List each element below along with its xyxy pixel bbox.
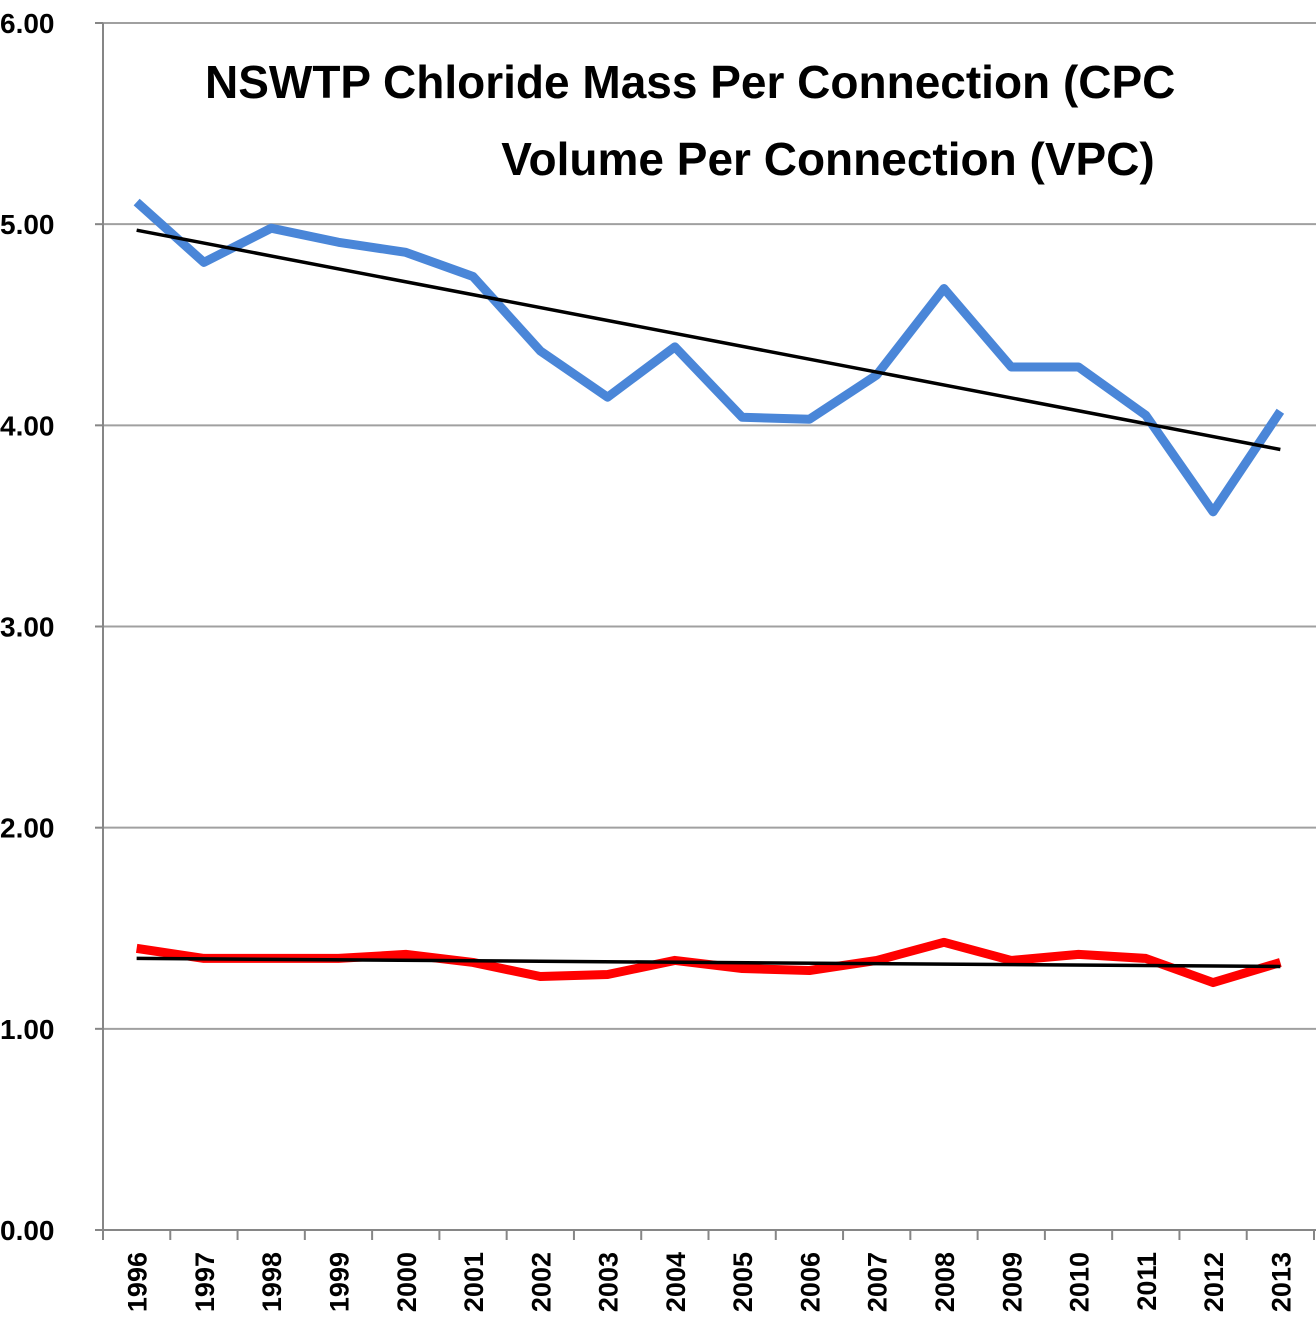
y-tick-label: 4.00 bbox=[0, 410, 55, 441]
y-tick-label: 5.00 bbox=[0, 209, 55, 240]
trend-line bbox=[136, 228, 1281, 452]
x-tick-label: 2007 bbox=[863, 1252, 893, 1312]
chart-title: NSWTP Chloride Mass Per Connection (CPC bbox=[205, 56, 1175, 108]
chart-title: Volume Per Connection (VPC) bbox=[501, 133, 1154, 185]
x-tick-label: 2008 bbox=[930, 1252, 960, 1312]
x-tick-label: 2002 bbox=[526, 1252, 556, 1312]
x-tick-label: 2001 bbox=[459, 1252, 489, 1312]
x-tick-label: 2006 bbox=[795, 1252, 825, 1312]
x-tick-label: 1996 bbox=[123, 1252, 153, 1312]
x-tick-label: 2003 bbox=[594, 1252, 624, 1312]
trend-line bbox=[136, 956, 1281, 969]
x-tick-label: 2012 bbox=[1199, 1252, 1229, 1312]
x-tick-label: 2011 bbox=[1132, 1252, 1162, 1311]
x-tick-label: 2005 bbox=[728, 1252, 758, 1312]
x-tick-label: 1997 bbox=[190, 1252, 220, 1312]
x-tick-label: 2009 bbox=[997, 1252, 1027, 1312]
x-tick-label: 2010 bbox=[1065, 1252, 1095, 1312]
y-tick-label: 2.00 bbox=[0, 813, 55, 844]
data-line bbox=[133, 198, 1285, 517]
y-tick-label: 3.00 bbox=[0, 612, 55, 643]
y-tick-label: 6.00 bbox=[0, 8, 55, 39]
y-tick-label: 0.00 bbox=[0, 1215, 55, 1246]
y-tick-label: 1.00 bbox=[0, 1014, 55, 1045]
x-tick-label: 2013 bbox=[1266, 1252, 1296, 1312]
x-tick-label: 2000 bbox=[392, 1252, 422, 1312]
x-tick-label: 2004 bbox=[661, 1252, 691, 1312]
x-tick-label: 1998 bbox=[257, 1252, 287, 1312]
x-tick-label: 1999 bbox=[324, 1252, 354, 1312]
